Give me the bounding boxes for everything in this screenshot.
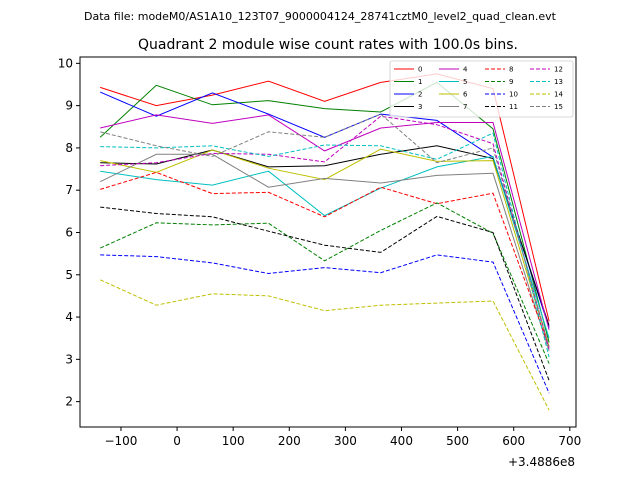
y-tick-label: 6 [65,225,73,239]
series-line-3 [100,145,550,326]
x-tick-label: −100 [104,434,137,448]
legend-label-4: 4 [463,66,468,74]
y-tick-label: 5 [65,268,73,282]
series-line-5 [100,155,550,339]
y-tick-label: 4 [65,310,73,324]
legend-label-12: 12 [554,66,563,74]
series-line-2 [100,91,550,328]
x-tick-label: 300 [334,434,357,448]
legend-label-0: 0 [418,66,422,74]
legend-label-14: 14 [554,91,563,99]
x-tick-label: 400 [390,434,413,448]
x-tick-label: 200 [278,434,301,448]
y-tick-label: 9 [65,99,73,113]
plot-lines [99,73,550,411]
y-tick-label: 8 [65,141,73,155]
series-line-11 [100,206,550,381]
x-tick-label: 100 [222,434,245,448]
series-line-12 [100,115,550,349]
axes-frame [79,56,577,428]
series-line-7 [99,153,550,352]
x-axis: −100 0 100 200 300 400 500 600 700 [104,427,581,448]
chart-suptitle: Data file: modeM0/AS1A10_123T07_90000041… [84,10,557,23]
legend-label-11: 11 [509,103,518,111]
legend-label-1: 1 [418,78,422,86]
legend-label-5: 5 [463,78,467,86]
legend-label-6: 6 [463,91,468,99]
series-line-8 [100,171,550,347]
y-tick-label: 7 [65,183,73,197]
series-line-15 [100,113,550,347]
y-tick-label: 10 [58,56,73,70]
x-axis-offset-label: +3.4886e8 [508,455,575,469]
series-line-6 [100,148,550,347]
legend-frame [389,60,574,118]
x-tick-label: 600 [502,434,525,448]
legend-label-7: 7 [463,103,467,111]
series-line-4 [100,114,550,330]
x-tick-label: 500 [446,434,469,448]
y-tick-label: 2 [65,395,73,409]
series-line-13 [100,132,550,358]
series-line-14 [99,279,550,411]
series-line-9 [99,202,550,364]
x-tick-label: 0 [173,434,181,448]
legend-label-2: 2 [418,91,422,99]
series-line-10 [100,254,550,394]
y-axis: 2 3 4 5 6 7 8 9 10 [58,56,80,409]
legend-label-8: 8 [509,66,513,74]
y-tick-label: 3 [65,352,73,366]
legend-label-10: 10 [509,91,518,99]
legend-label-13: 13 [554,78,563,86]
legend-label-3: 3 [418,103,422,111]
chart-title: Quadrant 2 module wise count rates with … [138,37,518,53]
legend-label-15: 15 [554,103,563,111]
legend-label-9: 9 [509,78,513,86]
x-tick-label: 700 [558,434,581,448]
